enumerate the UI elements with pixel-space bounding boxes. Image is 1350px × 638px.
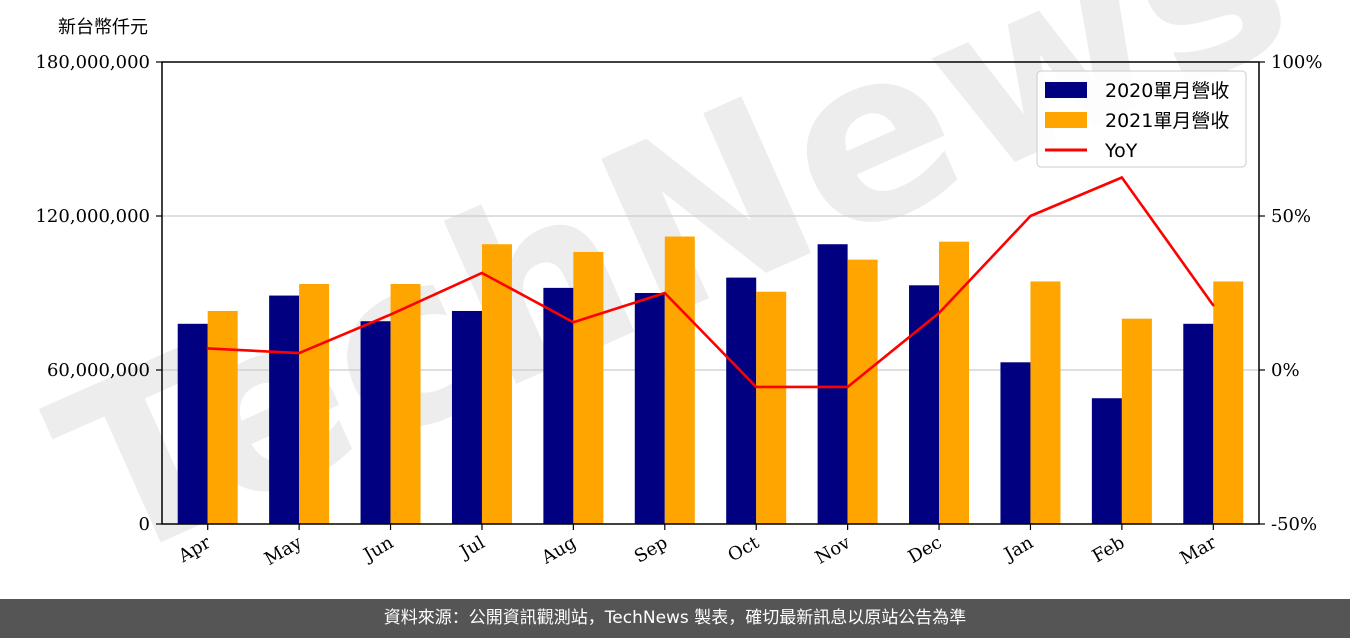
yoy-point [1029, 214, 1032, 218]
yoy-line-group [206, 176, 1215, 389]
yoy-point [755, 385, 758, 389]
x-tick-label: Sep [631, 532, 671, 567]
x-tick-label: Nov [812, 532, 855, 569]
x-tick-label: Aug [537, 532, 580, 569]
x-axis: Apr May Jun Jul Aug Sep Oct Nov Dec Jan Feb Mar [174, 524, 1220, 570]
yoy-point [846, 385, 849, 389]
x-tick-label: Dec [905, 532, 946, 568]
bar-2020 [817, 244, 848, 524]
plot-frame [161, 61, 1260, 525]
bar-2021 [207, 310, 238, 524]
x-tick-label: Feb [1089, 532, 1129, 567]
bar-2020 [543, 287, 574, 524]
legend-label: YoY [1104, 140, 1138, 162]
bar-2020 [726, 277, 757, 524]
bar-2021 [664, 236, 695, 525]
y-tick-label: 120,000,000 [35, 206, 150, 227]
yoy-point [389, 313, 392, 316]
y-tick-label: 0 [139, 514, 150, 535]
bar-2020 [634, 293, 665, 524]
legend-swatch [1045, 112, 1087, 128]
legend: 2020單月營收 2021單月營收 YoY [1036, 70, 1247, 168]
yoy-point [480, 271, 484, 275]
bar-2020 [451, 310, 482, 524]
yoy-point [206, 347, 209, 350]
bar-2020 [1091, 398, 1122, 524]
yoy-point [663, 291, 666, 295]
bar-2020 [269, 295, 300, 524]
y2-tick-label: 50% [1271, 206, 1311, 227]
x-tick-label: Oct [724, 532, 763, 567]
bar-2021 [756, 291, 787, 524]
yoy-point [937, 311, 941, 315]
bar-2020 [1000, 362, 1031, 524]
bar-2020 [360, 321, 391, 524]
y-axis-left: 0 60,000,000 120,000,000 180,000,000 [35, 52, 162, 535]
y-tick-label: 180,000,000 [35, 52, 150, 73]
y2-tick-label: -50% [1271, 514, 1317, 535]
bar-2021 [573, 251, 604, 524]
bar-2021 [847, 259, 878, 524]
bars-group [177, 236, 1244, 525]
yoy-point [1120, 176, 1124, 179]
bar-2021 [1121, 318, 1152, 524]
y2-tick-label: 0% [1271, 360, 1300, 381]
x-tick-label: Jul [455, 532, 489, 564]
yoy-line [207, 176, 1215, 389]
bar-2021 [939, 241, 970, 524]
y-axis-unit-label: 新台幣仟元 [58, 17, 148, 38]
grid-lines [162, 215, 1259, 371]
legend-swatch [1045, 82, 1087, 98]
y2-tick-label: 100% [1271, 52, 1322, 73]
x-tick-label: Jun [358, 532, 397, 567]
bar-2021 [481, 244, 512, 524]
bar-2021 [1030, 281, 1061, 524]
yoy-point [1212, 304, 1215, 307]
yoy-point [297, 351, 301, 355]
source-footer: 資料來源：公開資訊觀測站，TechNews 製表，確切最新訊息以原站公告為準 [0, 599, 1350, 638]
y-axis-right: -50% 0% 50% 100% [1259, 52, 1322, 535]
legend-label: 2021單月營收 [1105, 110, 1229, 132]
revenue-chart: TechNews 060,000,000120,000,000180,000,0… [19, 0, 1325, 600]
bar-2020 [177, 323, 208, 524]
y-tick-label: 60,000,000 [47, 360, 150, 381]
legend-box [1036, 70, 1247, 168]
bar-2021 [299, 284, 330, 524]
bar-2020 [1183, 323, 1214, 524]
x-tick-label: Jan [999, 532, 1037, 566]
bar-2021 [390, 284, 421, 524]
x-tick-label: Mar [1177, 532, 1221, 569]
bar-2021 [1213, 281, 1244, 524]
legend-label: 2020單月營收 [1105, 80, 1229, 102]
yoy-point [572, 321, 575, 324]
bar-2020 [909, 285, 940, 524]
